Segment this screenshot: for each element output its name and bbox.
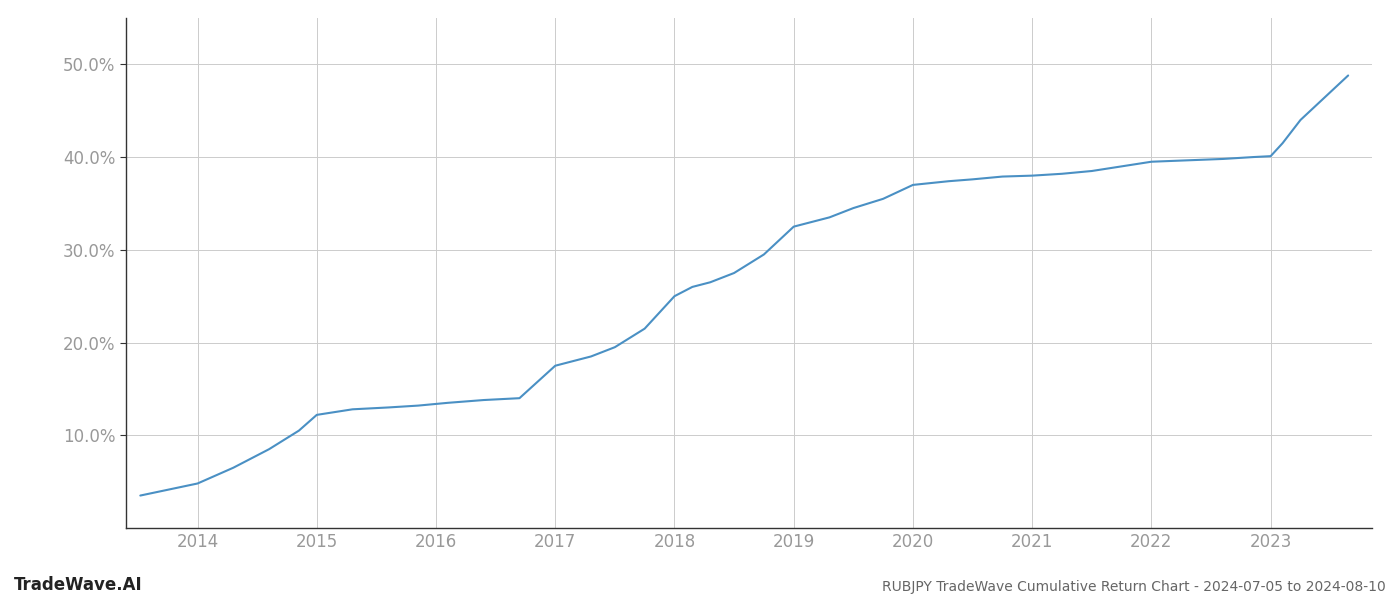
Text: TradeWave.AI: TradeWave.AI bbox=[14, 576, 143, 594]
Text: RUBJPY TradeWave Cumulative Return Chart - 2024-07-05 to 2024-08-10: RUBJPY TradeWave Cumulative Return Chart… bbox=[882, 580, 1386, 594]
